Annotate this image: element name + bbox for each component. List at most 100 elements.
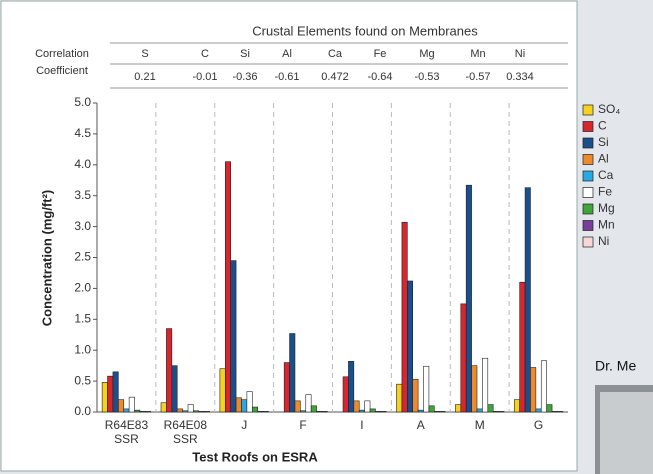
bar [460,303,467,413]
bar [289,333,296,413]
bar [428,405,435,413]
bar [476,408,483,413]
legend-label: C [598,119,607,133]
bar [342,376,349,413]
legend-label: Al [598,152,609,166]
side-caption: Dr. Me [595,358,636,374]
bar [412,378,419,413]
bar [187,404,194,413]
bar [348,361,355,413]
legend-swatch [582,170,594,182]
bar [230,260,237,413]
bar [455,404,462,413]
bar [294,400,301,413]
bar [198,411,205,413]
table-coefficient: -0.53 [414,71,439,83]
bar [193,410,200,413]
x-tick-label: R64E83 SSR [105,418,149,446]
bar [471,365,478,413]
bar [176,408,183,413]
table-coefficient: -0.61 [274,71,299,83]
table-element: Si [240,48,250,60]
table-coefficient: -0.36 [232,71,257,83]
bar [557,411,564,413]
legend-label: Si [598,135,609,149]
legend-label: Mn [598,218,615,232]
bar [160,402,167,413]
x-tick-label: M [475,418,485,432]
legend-label: Fe [598,185,612,199]
bar [257,411,264,413]
bar [262,411,269,413]
bar [310,405,317,413]
legend-swatch [582,236,594,248]
table-element: Al [282,48,292,60]
bar [380,411,387,413]
y-axis-label: Concentration (mg/ft²) [39,190,54,326]
legend-swatch [582,203,594,215]
x-tick-label: A [417,418,425,432]
legend-label: Ni [598,234,609,248]
bar [535,408,542,413]
bar [530,367,537,413]
bar [417,409,424,413]
bar [519,281,526,413]
legend-swatch [582,121,594,132]
x-tick-label: J [241,418,247,432]
y-tick-label: 0.5 [74,373,91,387]
table-element: Ni [515,48,525,60]
bar [353,400,360,413]
x-axis-label: Test Roofs on ESRA [192,449,318,464]
chart-title: Crustal Elements found on Membranes [252,23,478,38]
legend-swatch [582,154,594,165]
x-tick-label: G [534,418,543,432]
bar [498,411,505,413]
bar [251,406,258,413]
bar [112,371,119,413]
bar [118,399,125,413]
bar [300,410,307,413]
bar [166,328,173,413]
y-tick-label: 2.0 [74,281,91,295]
bar [316,411,323,413]
bar [401,221,408,413]
bar [487,404,494,413]
table-element: C [201,48,209,60]
y-tick-label: 3.0 [74,219,91,233]
bar [171,365,178,413]
table-coefficient: 0.472 [321,71,349,83]
bar [145,411,152,413]
bar [134,409,141,413]
y-tick-label: 5.0 [74,95,91,109]
bar [241,399,248,413]
table-coefficient: -0.64 [367,71,392,83]
bar [128,396,135,413]
legend-label: Ca [598,168,614,182]
legend-swatch [582,220,594,231]
legend-label: SO₄ [598,102,620,116]
bar [396,383,403,413]
table-coefficient: 0.334 [506,71,534,83]
table-element: Fe [374,48,387,60]
table-element: Ca [328,48,343,60]
bar [358,409,365,413]
y-tick-label: 1.5 [74,311,91,325]
bar [219,368,226,413]
bar [235,397,242,413]
y-tick-label: 2.5 [74,250,91,264]
table-element: Mg [419,48,434,60]
bar [423,365,430,413]
y-tick-label: 1.0 [74,342,91,356]
bar [434,411,441,413]
bar [224,161,231,413]
table-element: Mn [470,48,485,60]
bar [407,280,414,413]
bar [369,408,376,413]
bar [321,411,328,413]
table-coefficient: 0.21 [134,71,155,83]
legend-label: Mg [598,201,615,215]
table-coefficient: -0.01 [192,71,217,83]
x-tick-label: R64E08 SSR [164,418,208,446]
bar [364,400,371,413]
